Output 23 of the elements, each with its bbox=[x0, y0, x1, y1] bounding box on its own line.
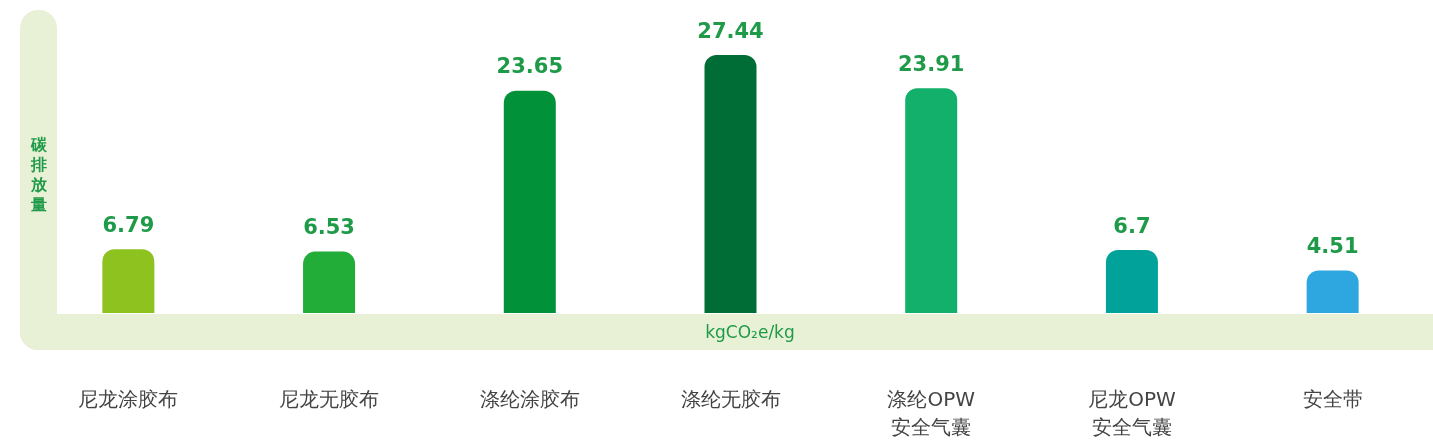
x-tick-label: 尼龙涂胶布 bbox=[78, 387, 179, 411]
bar bbox=[102, 249, 155, 313]
x-tick-label: 涤纶OPW安全气囊 bbox=[887, 387, 976, 439]
data-label: 23.65 bbox=[496, 54, 563, 79]
x-axis-title: kgCO₂e/kg bbox=[704, 321, 796, 344]
x-tick-label: 安全带 bbox=[1302, 387, 1363, 411]
x-tick-label: 涤纶无胶布 bbox=[680, 387, 781, 411]
x-tick-label: 尼龙无胶布 bbox=[279, 387, 380, 411]
data-label: 23.91 bbox=[898, 51, 965, 76]
data-label: 6.7 bbox=[1113, 213, 1151, 238]
data-label: 6.79 bbox=[102, 212, 155, 237]
y-axis-title: 碳排放量 bbox=[30, 135, 47, 215]
bar bbox=[1105, 250, 1158, 313]
data-label: 6.53 bbox=[303, 215, 355, 240]
bar bbox=[1306, 270, 1359, 313]
data-label: 27.44 bbox=[697, 18, 764, 43]
x-tick-label: 尼龙OPW安全气囊 bbox=[1088, 387, 1176, 439]
x-tick-label: 涤纶涂胶布 bbox=[479, 387, 580, 411]
bar bbox=[905, 88, 958, 313]
bar bbox=[303, 251, 356, 313]
bar bbox=[503, 90, 556, 313]
bar bbox=[704, 55, 757, 313]
data-label: 4.51 bbox=[1306, 234, 1359, 259]
